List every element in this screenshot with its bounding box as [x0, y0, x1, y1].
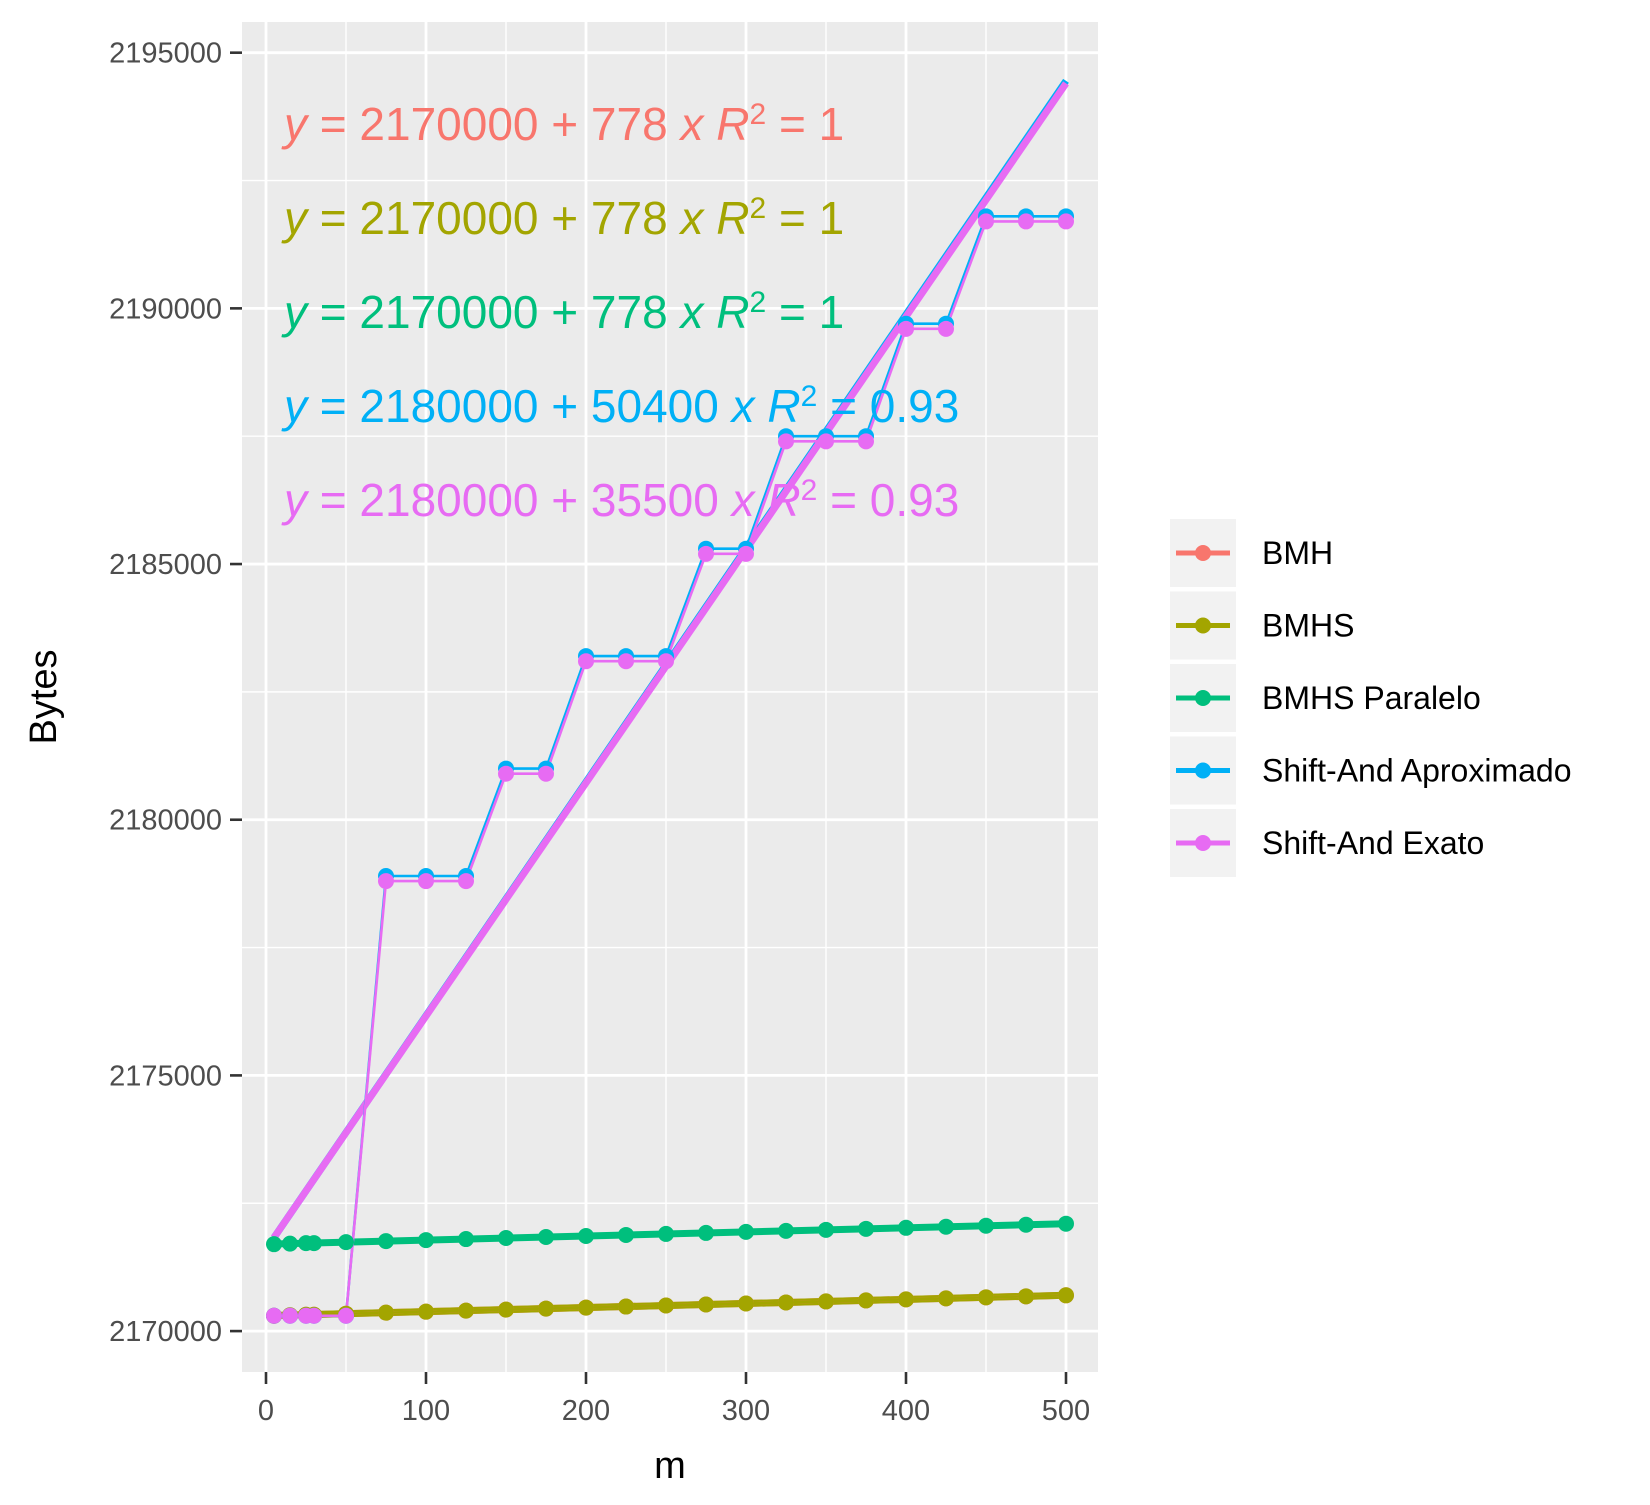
- data-point: [1058, 1287, 1074, 1304]
- x-tick-label: 0: [258, 1395, 274, 1427]
- data-point: [578, 1299, 594, 1316]
- data-point: [538, 1300, 554, 1317]
- data-point: [818, 1221, 834, 1238]
- legend-label: BMH: [1262, 535, 1333, 571]
- data-point: [698, 1224, 714, 1241]
- data-point: [858, 433, 874, 450]
- y-tick-label: 2175000: [109, 1060, 222, 1092]
- y-tick-label: 2180000: [109, 805, 222, 837]
- y-tick-label: 2170000: [109, 1316, 222, 1348]
- data-point: [938, 320, 954, 337]
- data-point: [1018, 1216, 1034, 1233]
- data-point: [898, 1219, 914, 1236]
- data-point: [458, 1231, 474, 1248]
- data-point: [306, 1307, 322, 1324]
- minor-grid: [242, 22, 1098, 1372]
- data-point: [978, 213, 994, 230]
- legend-key-point: [1195, 762, 1211, 779]
- data-point: [1018, 1288, 1034, 1305]
- data-point: [1058, 1215, 1074, 1232]
- x-tick-label: 400: [882, 1395, 930, 1427]
- legend-key-point: [1195, 835, 1211, 851]
- data-point: [578, 653, 594, 670]
- data-point: [658, 1297, 674, 1314]
- data-point: [538, 765, 554, 782]
- data-point: [698, 1296, 714, 1313]
- data-point: [618, 1298, 634, 1315]
- y-tick-label: 2195000: [109, 38, 222, 70]
- data-point: [698, 545, 714, 562]
- legend-label: Shift-And Exato: [1262, 825, 1484, 861]
- data-point: [778, 1294, 794, 1311]
- data-point: [738, 545, 754, 562]
- regression-equation: y = 2180000 + 50400 x R2 = 0.93: [281, 380, 959, 433]
- y-axis-title: Bytes: [23, 649, 65, 744]
- data-point: [418, 1232, 434, 1249]
- data-point: [938, 1290, 954, 1307]
- legend-key-point: [1195, 617, 1211, 634]
- data-point: [818, 1293, 834, 1310]
- data-point: [898, 1291, 914, 1308]
- data-point: [618, 653, 634, 670]
- data-point: [458, 873, 474, 890]
- y-tick-label: 2190000: [109, 293, 222, 325]
- x-tick-label: 100: [402, 1395, 450, 1427]
- x-axis: 0 100 200 300 400 500: [258, 1372, 1090, 1427]
- legend-key-point: [1195, 545, 1211, 561]
- data-point: [578, 1227, 594, 1244]
- data-point: [266, 1236, 282, 1253]
- data-point: [498, 765, 514, 782]
- x-axis-title: m: [654, 1445, 686, 1487]
- data-point: [858, 1220, 874, 1237]
- regression-equations: y = 2170000 + 778 x R2 = 1 y = 2170000 + …: [281, 98, 959, 527]
- data-point: [1018, 213, 1034, 230]
- data-point: [738, 1295, 754, 1312]
- legend-label: Shift-And Aproximado: [1262, 753, 1572, 789]
- data-point: [458, 1302, 474, 1319]
- data-point: [938, 1218, 954, 1235]
- data-point: [818, 433, 834, 450]
- data-point: [498, 1230, 514, 1247]
- legend-label: BMHS Paralelo: [1262, 680, 1481, 716]
- data-point: [978, 1289, 994, 1306]
- legend: BMH BMHS BMHS Paralelo Shift-And Aproximado…: [1170, 519, 1572, 877]
- data-point: [282, 1235, 298, 1252]
- data-point: [378, 873, 394, 890]
- data-point: [418, 873, 434, 890]
- data-point: [738, 1223, 754, 1240]
- x-tick-label: 500: [1042, 1395, 1090, 1427]
- data-point: [778, 1222, 794, 1239]
- data-point: [658, 653, 674, 670]
- regression-equation: y = 2170000 + 778 x R2 = 1: [281, 192, 844, 245]
- data-point: [282, 1307, 298, 1324]
- data-point: [778, 433, 794, 450]
- data-point: [338, 1307, 354, 1324]
- data-point: [306, 1235, 322, 1252]
- data-point: [618, 1226, 634, 1243]
- data-point: [266, 1307, 282, 1324]
- data-point: [338, 1234, 354, 1251]
- x-tick-label: 200: [562, 1395, 610, 1427]
- legend-key-point: [1195, 690, 1211, 706]
- regression-equation: y = 2170000 + 778 x R2 = 1: [281, 98, 844, 151]
- legend-label: BMHS: [1262, 608, 1354, 644]
- regression-equation: y = 2170000 + 778 x R2 = 1: [281, 286, 844, 339]
- data-point: [978, 1217, 994, 1234]
- data-point: [658, 1225, 674, 1242]
- data-point: [418, 1303, 434, 1320]
- y-tick-label: 2185000: [109, 549, 222, 581]
- data-point: [858, 1292, 874, 1309]
- data-point: [378, 1233, 394, 1250]
- series-points: [266, 208, 1074, 1324]
- data-point: [538, 1229, 554, 1245]
- data-point: [378, 1304, 394, 1321]
- regression-equation: y = 2180000 + 35500 x R2 = 0.93: [281, 474, 959, 527]
- data-point: [898, 320, 914, 337]
- data-point: [498, 1301, 514, 1318]
- y-axis: 2170000 2175000 2180000 2185000 2190000 21950…: [109, 38, 242, 1348]
- data-point: [1058, 213, 1074, 230]
- x-tick-label: 300: [722, 1395, 770, 1427]
